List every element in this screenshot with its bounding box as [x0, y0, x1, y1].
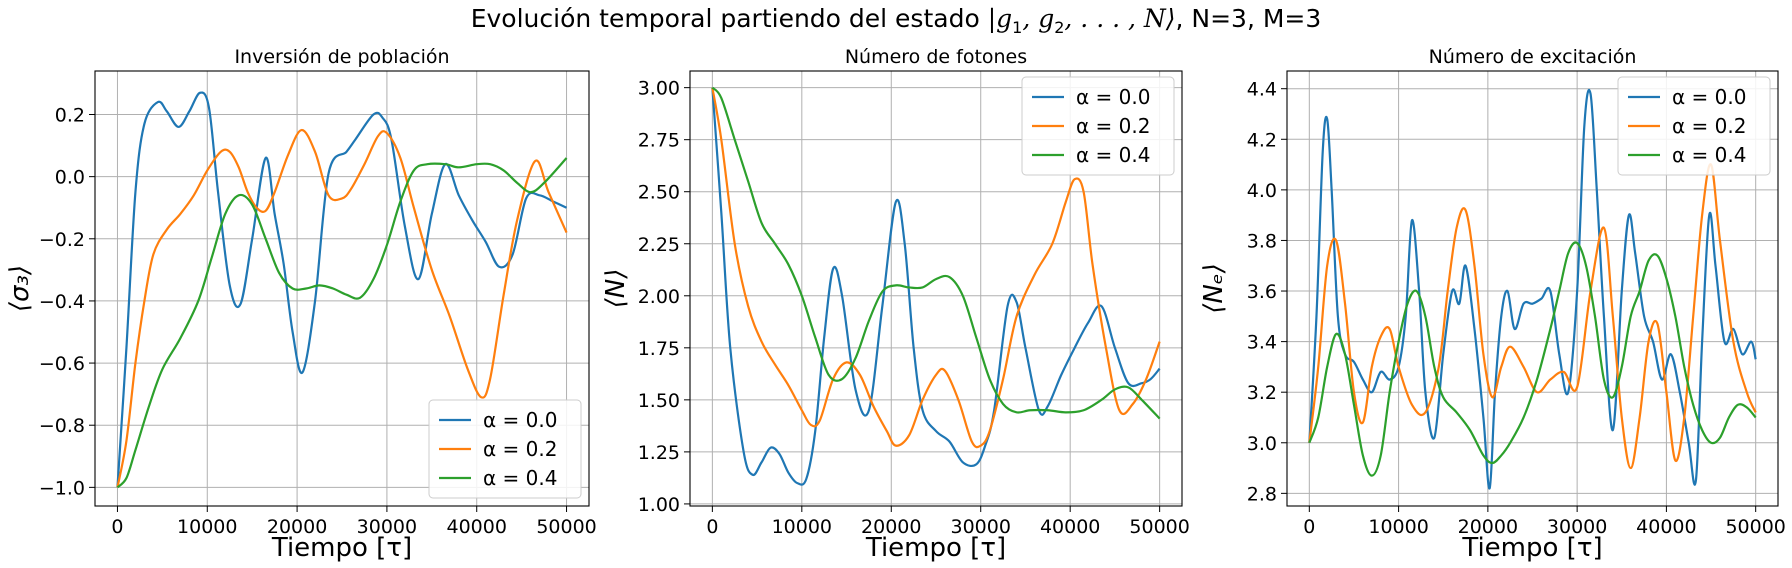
- axes-frame: [1286, 70, 1779, 507]
- y-tick-label: 1.50: [638, 390, 680, 412]
- legend: α = 0.0 α = 0.2 α = 0.4: [1021, 76, 1175, 176]
- x-tick-label: 0: [1303, 516, 1315, 538]
- series-line-1: [116, 91, 568, 488]
- suptitle-suffix: , N=3, M=3: [1175, 4, 1322, 33]
- y-tick-label: 3.2: [1247, 382, 1277, 404]
- series-line-1: [711, 87, 1161, 486]
- x-tick-label: 0: [706, 516, 718, 538]
- y-tick-label: 3.8: [1247, 230, 1277, 252]
- x-tick-label: 30000: [1547, 516, 1607, 538]
- y-tick-label: −0.2: [39, 229, 85, 251]
- x-tick-label: 40000: [1636, 516, 1696, 538]
- y-tick-label: 1.25: [638, 442, 680, 464]
- y-tick-label: 3.00: [638, 78, 680, 100]
- x-tick-label: 10000: [1368, 516, 1428, 538]
- y-tick-label: 4.0: [1247, 180, 1277, 202]
- y-tick-label: 2.50: [638, 182, 680, 204]
- series-line-3: [1308, 241, 1757, 477]
- y-tick-label: 0.0: [55, 167, 85, 189]
- y-tick-label: 3.6: [1247, 281, 1277, 303]
- x-tick-label: 20000: [1458, 516, 1518, 538]
- legend-label: α = 0.0: [1672, 85, 1746, 109]
- subplot-title: Inversión de población: [234, 46, 449, 68]
- y-tick-label: −1.0: [39, 477, 85, 499]
- x-axis-label: Tiempo [τ]: [271, 533, 412, 563]
- x-tick-label: 50000: [536, 516, 596, 538]
- x-axis-label: Tiempo [τ]: [1461, 533, 1602, 563]
- axes-frame: [689, 70, 1183, 507]
- y-tick-label: −0.8: [39, 415, 85, 437]
- subplot-1: 0 10000 20000 30000 40000 50000 −1.0 −0.8 −0.6 −0…: [5, 46, 597, 563]
- y-tick-label: 4.4: [1247, 79, 1277, 101]
- series-line-3: [116, 157, 568, 489]
- y-tick-label: 3.4: [1247, 332, 1277, 354]
- x-tick-label: 10000: [772, 516, 832, 538]
- suptitle-state: |g: [987, 4, 1013, 33]
- y-tick-label: 2.00: [638, 286, 680, 308]
- y-tick-label: −0.6: [39, 353, 85, 375]
- series-line-2: [711, 87, 1161, 449]
- y-axis-label: ⟨σ₃⟩: [5, 265, 35, 312]
- x-tick-label: 40000: [447, 516, 507, 538]
- figure-suptitle: Evolución temporal partiendo del estado …: [0, 4, 1792, 37]
- y-tick-label: −0.4: [39, 291, 85, 313]
- x-tick-label: 50000: [1725, 516, 1785, 538]
- axes-frame: [94, 70, 590, 507]
- legend-label: α = 0.2: [1076, 114, 1150, 138]
- suptitle-sub-1: 1: [1012, 18, 1023, 37]
- legend-label: α = 0.4: [1076, 143, 1150, 167]
- y-tick-label: 2.8: [1247, 483, 1277, 505]
- suptitle-prefix: Evolución temporal partiendo del estado: [470, 4, 988, 33]
- x-tick-label: 30000: [357, 516, 417, 538]
- subplot-3: 0 10000 20000 30000 40000 50000 2.8 3.0 3.2 3.4 3.…: [1199, 46, 1786, 563]
- series-line-2: [116, 128, 568, 488]
- legend-label: α = 0.0: [483, 408, 557, 432]
- legend-box: [428, 399, 582, 499]
- y-axis-label: ⟨Nₑ⟩: [1199, 263, 1229, 314]
- x-tick-label: 50000: [1129, 516, 1189, 538]
- series-line-3: [711, 86, 1161, 420]
- suptitle-rest: , . . . , N⟩: [1064, 4, 1176, 33]
- y-tick-label: 4.2: [1247, 129, 1277, 151]
- suptitle-sub-2: 2: [1054, 18, 1065, 37]
- legend-label: α = 0.0: [1076, 85, 1150, 109]
- x-tick-label: 10000: [177, 516, 237, 538]
- subplot-title: Número de fotones: [845, 46, 1027, 68]
- y-tick-label: 0.2: [55, 105, 85, 127]
- y-tick-label: 2.75: [638, 130, 680, 152]
- series-line-2: [1308, 163, 1757, 470]
- legend: α = 0.0 α = 0.2 α = 0.4: [1617, 76, 1771, 176]
- legend-label: α = 0.4: [483, 466, 557, 490]
- legend-label: α = 0.4: [1672, 143, 1746, 167]
- y-tick-label: 2.25: [638, 234, 680, 256]
- legend: α = 0.0 α = 0.2 α = 0.4: [428, 399, 582, 499]
- x-tick-label: 20000: [861, 516, 921, 538]
- legend-box: [1021, 76, 1175, 176]
- y-tick-label: 1.00: [638, 494, 680, 516]
- y-axis-label: ⟨N⟩: [601, 269, 631, 309]
- subplot-2: 0 10000 20000 30000 40000 50000 1.00 1.25 1.50 1.…: [601, 46, 1190, 563]
- legend-label: α = 0.2: [1672, 114, 1746, 138]
- x-tick-label: 0: [111, 516, 123, 538]
- suptitle-mid: , g: [1022, 4, 1055, 33]
- x-tick-label: 20000: [267, 516, 327, 538]
- y-tick-label: 1.75: [638, 338, 680, 360]
- series-line-1: [1308, 88, 1757, 490]
- x-axis-label: Tiempo [τ]: [865, 533, 1006, 563]
- x-tick-label: 40000: [1040, 516, 1100, 538]
- legend-box: [1617, 76, 1771, 176]
- subplot-title: Número de excitación: [1429, 46, 1637, 68]
- x-tick-label: 30000: [951, 516, 1011, 538]
- legend-label: α = 0.2: [483, 437, 557, 461]
- y-tick-label: 3.0: [1247, 433, 1277, 455]
